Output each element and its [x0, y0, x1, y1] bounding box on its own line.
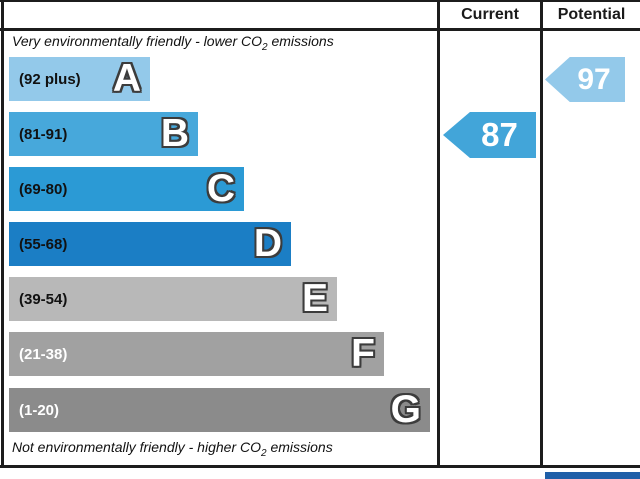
table-left-border	[1, 0, 4, 468]
header-separator-line	[0, 28, 640, 31]
top-note-text: Very environmentally friendly - lower CO	[12, 33, 263, 49]
band-b-letter: B	[160, 112, 189, 155]
band-d-letter: D	[253, 222, 282, 265]
bottom-note-subscript: 2	[261, 447, 267, 459]
band-a-range: (92 plus)	[19, 70, 81, 88]
band-d: (55-68) D	[9, 222, 291, 266]
current-rating-arrow: 87	[443, 112, 536, 158]
band-g-letter: G	[390, 388, 421, 431]
band-g-range: (1-20)	[19, 401, 60, 419]
top-note-suffix: emissions	[267, 33, 334, 49]
current-column-header: Current	[461, 6, 519, 23]
band-a-letter: A	[112, 57, 141, 100]
band-b-range: (81-91)	[19, 125, 68, 143]
bottom-note-text: Not environmentally friendly - higher CO	[12, 439, 261, 455]
current-rating-value: 87	[481, 116, 518, 153]
potential-rating-arrow: 97	[545, 57, 625, 102]
band-f-letter: F	[351, 332, 375, 375]
potential-rating-value: 97	[577, 62, 611, 96]
band-c: (69-80) C	[9, 167, 244, 211]
band-e-range: (39-54)	[19, 290, 68, 308]
table-bottom-border	[0, 465, 640, 468]
current-column-divider	[437, 0, 440, 468]
band-g: (1-20) G	[9, 388, 430, 432]
bottom-note-suffix: emissions	[266, 439, 333, 455]
band-d-range: (55-68)	[19, 235, 68, 253]
potential-column-header: Potential	[557, 6, 626, 23]
band-e-letter: E	[301, 277, 328, 320]
top-note-subscript: 2	[262, 41, 268, 53]
band-a: (92 plus) A	[9, 57, 150, 101]
eu-directive-box-edge	[545, 472, 640, 479]
band-c-range: (69-80)	[19, 180, 68, 198]
band-f: (21-38) F	[9, 332, 384, 376]
potential-column-divider	[540, 0, 543, 468]
table-top-border	[0, 0, 640, 2]
band-e: (39-54) E	[9, 277, 337, 321]
bottom-note: Not environmentally friendly - higher CO…	[12, 439, 333, 459]
band-f-range: (21-38)	[19, 345, 68, 363]
band-c-letter: C	[206, 167, 235, 210]
band-b: (81-91) B	[9, 112, 198, 156]
top-note: Very environmentally friendly - lower CO…	[12, 33, 334, 53]
